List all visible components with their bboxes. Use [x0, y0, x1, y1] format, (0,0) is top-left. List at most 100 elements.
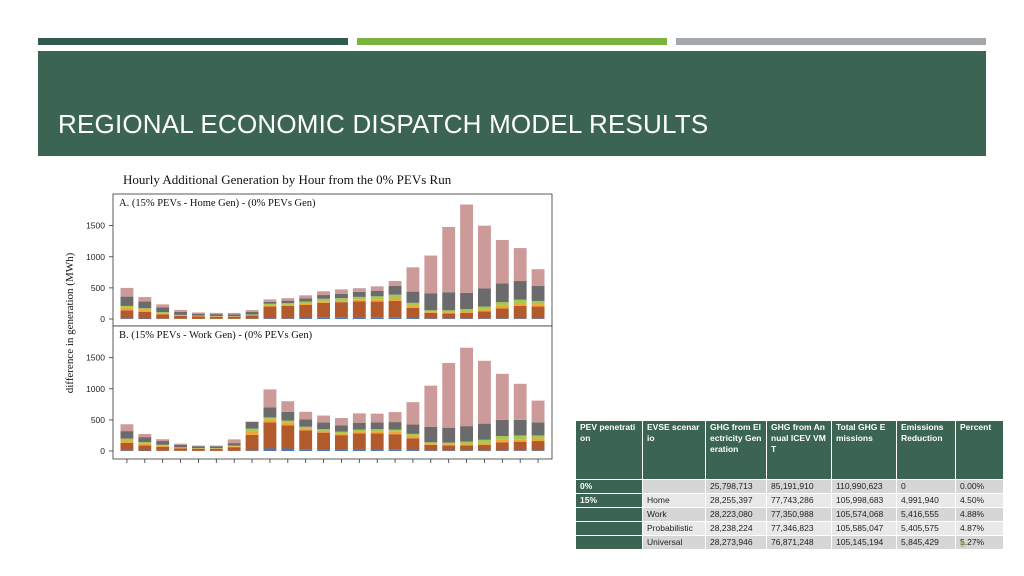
bar-segment	[442, 312, 456, 314]
y-tick-label: 0	[100, 314, 105, 324]
table-row: 15% Home 28,255,397 77,743,286 105,998,6…	[575, 493, 1004, 508]
top-stripe-green	[357, 38, 667, 45]
bar-segment	[156, 307, 170, 313]
bar-segment	[245, 434, 259, 451]
bar-segment	[531, 441, 545, 451]
bar-segment	[192, 312, 205, 314]
bar-segment	[460, 445, 473, 451]
bar-segment	[138, 443, 152, 446]
bar-segment	[138, 445, 152, 451]
bar-segment	[442, 450, 456, 451]
bar-segment	[424, 385, 438, 427]
bar-segment	[513, 441, 527, 451]
bar-segment	[156, 439, 170, 442]
bar-segment	[513, 435, 527, 440]
table-row: Universal 28,273,946 76,871,248 105,145,…	[575, 535, 1004, 550]
ghg-results-table: PEV penetration EVSE scenario GHG from E…	[575, 420, 1004, 550]
bar-segment	[388, 281, 402, 287]
bar-segment	[263, 305, 277, 307]
bar-segment	[263, 306, 277, 319]
bar-segment	[531, 269, 545, 287]
bar-segment	[263, 301, 277, 304]
table-row: Probabilistic 28,238,224 77,346,823 105,…	[575, 521, 1004, 536]
table-cell: 4.87%	[955, 521, 1004, 536]
bar-segment	[513, 281, 527, 300]
bar-segment	[531, 450, 545, 451]
bar-segment	[478, 306, 491, 310]
bar-segment	[227, 317, 241, 319]
bar-segment	[460, 292, 473, 310]
bar-segment	[192, 316, 205, 319]
bar-segment	[478, 288, 491, 307]
table-cell: 4.50%	[955, 493, 1004, 508]
bar-segment	[352, 429, 366, 432]
bar-segment	[335, 302, 348, 318]
bar-segment	[370, 413, 384, 423]
bar-segment	[174, 311, 187, 315]
bar-segment	[335, 433, 348, 436]
bar-segment	[281, 318, 295, 319]
bar-segment	[245, 315, 259, 319]
bar-segment	[192, 445, 205, 447]
bar-segment	[174, 443, 187, 445]
table-cell: 28,223,080	[705, 507, 767, 522]
bar-segment	[335, 298, 348, 301]
bar-segment	[513, 383, 527, 420]
bar-segment	[138, 301, 152, 309]
bar-segment	[335, 293, 348, 299]
bar-segment	[406, 436, 420, 439]
bar-segment	[495, 305, 509, 309]
table-cell: Universal	[642, 535, 706, 550]
bar-segment	[460, 444, 473, 446]
bar-segment	[478, 439, 491, 443]
bar-segment	[370, 422, 384, 430]
y-tick-label: 0	[100, 446, 105, 456]
bar-segment	[156, 312, 170, 314]
bar-segment	[406, 302, 420, 306]
bar-segment	[442, 226, 456, 293]
bar-segment	[370, 433, 384, 450]
bar-segment	[299, 301, 313, 304]
bar-segment	[245, 428, 259, 432]
table-header-row: PEV penetration EVSE scenario GHG from E…	[575, 420, 1004, 480]
table-cell: 0.00%	[955, 479, 1004, 494]
y-axis-label: difference in generation (MWh)	[64, 252, 76, 393]
bar-segment	[281, 304, 295, 306]
bar-segment	[370, 449, 384, 451]
bar-segment	[281, 420, 295, 423]
bar-segment	[263, 389, 277, 408]
bar-segment	[227, 445, 241, 447]
bar-segment	[531, 318, 545, 319]
bar-segment	[388, 300, 402, 318]
bar-segment	[478, 309, 491, 312]
bar-segment	[388, 317, 402, 319]
bar-segment	[478, 450, 491, 451]
bar-segment	[281, 411, 295, 421]
bar-segment	[531, 435, 545, 439]
bar-segment	[352, 296, 366, 300]
bar-segment	[495, 439, 509, 443]
bar-segment	[263, 422, 277, 449]
bar-segment	[478, 225, 491, 289]
bar-segment	[460, 311, 473, 313]
table-cell: 5,405,575	[896, 521, 956, 536]
bar-segment	[460, 318, 473, 319]
table-cell: 5,416,555	[896, 507, 956, 522]
bar-segment	[495, 302, 509, 306]
table-cell: 15%	[575, 493, 643, 508]
bar-segment	[513, 439, 527, 442]
bar-segment	[120, 440, 134, 443]
bar-segment	[317, 295, 330, 299]
bar-segment	[120, 310, 134, 319]
bar-segment	[406, 291, 420, 303]
bar-segment	[370, 429, 384, 432]
bar-segment	[442, 427, 456, 443]
bar-segment	[424, 293, 438, 311]
bar-segment	[174, 315, 187, 317]
table-cell	[575, 507, 643, 522]
bar-segment	[388, 286, 402, 295]
bar-segment	[478, 444, 491, 451]
bar-segment	[245, 431, 259, 435]
bar-segment	[406, 450, 420, 451]
bar-segment	[281, 401, 295, 412]
